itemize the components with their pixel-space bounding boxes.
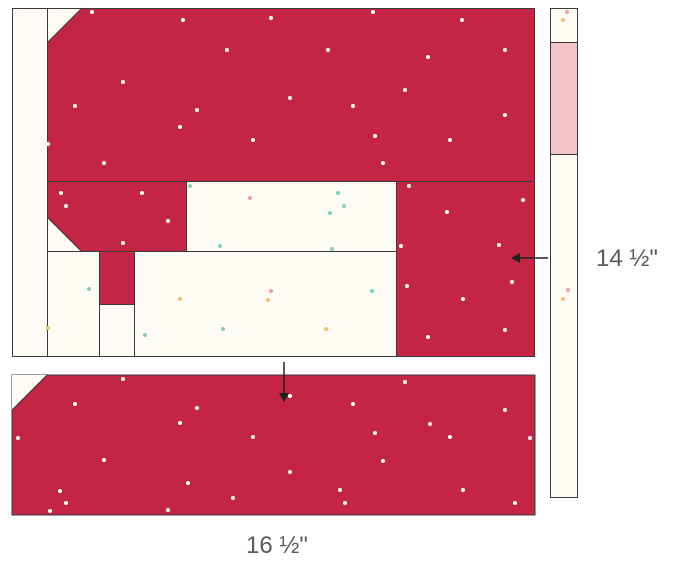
right-vertical-strip [550, 8, 578, 498]
bottom-left-cream [47, 252, 99, 357]
cream-window-upper [186, 182, 396, 252]
height-dimension-label: 14 ½" [596, 245, 658, 272]
right-red-panel [396, 182, 535, 357]
main-block [12, 7, 535, 357]
right-strip-dots [561, 10, 570, 301]
bottom-strip-dots [16, 377, 532, 513]
chimney-cream [99, 304, 134, 357]
cream-fabric-dots [46, 184, 374, 337]
left-cream-strip [12, 8, 47, 357]
red-fabric-dots [46, 10, 525, 339]
top-red-panel [47, 8, 535, 182]
cream-window-lower [134, 252, 396, 357]
chimney-red [99, 252, 134, 304]
right-strip-pink-section [550, 42, 578, 154]
width-dimension-label: 16 ½" [246, 532, 308, 559]
arrow-down-icon [279, 362, 289, 402]
bottom-red-strip [11, 374, 536, 516]
main-seams [12, 7, 535, 357]
arrow-left-icon [511, 253, 548, 263]
